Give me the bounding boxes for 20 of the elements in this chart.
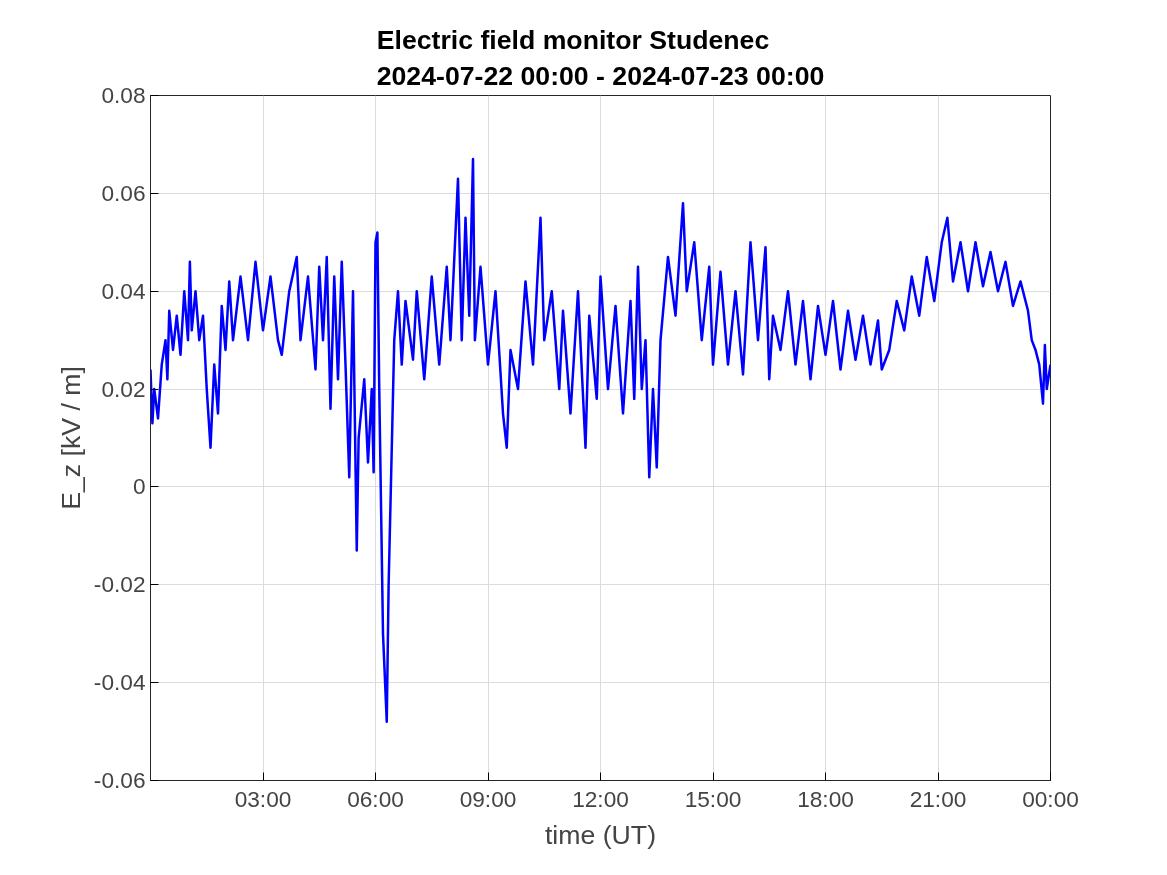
y-tick-label: -0.06 [93,767,146,793]
chart-title: Electric field monitor Studenec 2024-07-22 00:00 - 2024-07-23 00:00 [376,24,825,91]
x-tick-label: 15:00 [684,785,742,812]
x-tick-label: 09:00 [459,785,517,812]
y-axis-title: E_z [kV / m] [55,366,86,510]
y-tick-label: 0.02 [101,375,146,402]
x-tick-label: 18:00 [797,785,854,812]
line-series [150,157,1051,724]
y-tick-label: -0.02 [93,571,146,598]
x-tick-label: 06:00 [347,785,404,812]
y-tick-label: 0.04 [101,277,146,304]
x-tick-label: 21:00 [909,785,967,812]
y-tick-label: 0.06 [101,179,146,206]
y-tick-label: -0.04 [93,669,146,696]
x-tick-label: 12:00 [572,785,629,812]
x-axis-title: time (UT) [544,819,657,850]
x-tick-label: 00:00 [1022,785,1079,812]
x-tick-label: 03:00 [234,785,292,812]
y-tick-label: 0.08 [101,82,146,108]
y-tick-label: 0 [132,473,146,500]
